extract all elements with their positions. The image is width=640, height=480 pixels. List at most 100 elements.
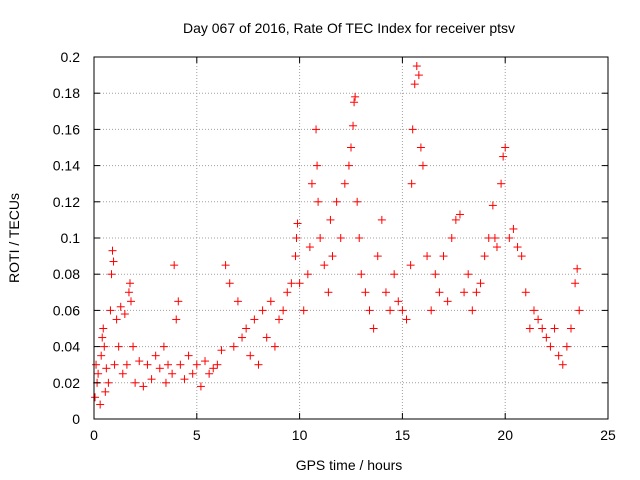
data-point bbox=[550, 324, 559, 333]
data-point bbox=[275, 315, 284, 324]
y-tick-labels: 0 0.02 0.04 0.06 0.08 0.1 0.12 0.14 0.16 0.18 0.2 bbox=[53, 49, 80, 427]
data-point bbox=[151, 351, 160, 360]
data-point bbox=[98, 333, 107, 342]
data-point bbox=[139, 382, 148, 391]
data-point bbox=[418, 161, 427, 170]
data-point bbox=[402, 315, 411, 324]
data-point bbox=[505, 234, 514, 242]
data-point bbox=[529, 306, 538, 315]
data-point bbox=[314, 197, 323, 206]
x-tick-label: 20 bbox=[497, 427, 513, 443]
data-point bbox=[353, 197, 362, 206]
y-tick-label: 0.04 bbox=[53, 339, 80, 355]
data-point bbox=[129, 342, 138, 351]
data-point bbox=[386, 306, 395, 315]
data-point bbox=[180, 375, 189, 384]
data-point bbox=[472, 288, 481, 297]
data-point bbox=[340, 179, 349, 188]
y-tick-label: 0.06 bbox=[53, 302, 80, 318]
data-point bbox=[238, 333, 247, 342]
data-point bbox=[499, 152, 508, 161]
data-point bbox=[101, 387, 110, 396]
data-point bbox=[416, 143, 425, 152]
y-tick-label: 0.2 bbox=[61, 49, 81, 65]
data-point bbox=[361, 288, 370, 297]
data-point bbox=[307, 179, 316, 188]
data-point bbox=[97, 351, 106, 360]
data-point bbox=[447, 234, 456, 242]
data-point bbox=[106, 306, 115, 315]
data-point bbox=[287, 279, 296, 288]
data-point bbox=[291, 252, 300, 261]
data-point bbox=[455, 210, 464, 219]
data-point bbox=[242, 324, 251, 333]
y-tick-label: 0 bbox=[72, 411, 80, 427]
y-tick-label: 0.18 bbox=[53, 85, 80, 101]
data-point bbox=[517, 252, 526, 261]
data-point bbox=[174, 297, 183, 306]
data-point bbox=[365, 306, 374, 315]
data-point bbox=[131, 378, 140, 387]
data-point bbox=[279, 306, 288, 315]
data-point bbox=[349, 121, 358, 130]
data-point bbox=[390, 270, 399, 279]
data-point bbox=[509, 224, 518, 233]
x-tick-label: 0 bbox=[90, 427, 98, 443]
y-tick-label: 0.12 bbox=[53, 194, 80, 210]
data-point bbox=[407, 179, 416, 188]
data-point bbox=[521, 288, 530, 297]
data-point bbox=[147, 375, 156, 384]
data-point bbox=[357, 270, 366, 279]
data-point bbox=[534, 315, 543, 324]
data-point bbox=[464, 270, 473, 279]
data-point bbox=[270, 342, 279, 351]
data-point bbox=[377, 215, 386, 224]
data-point bbox=[525, 324, 534, 333]
data-point bbox=[542, 333, 551, 342]
data-point bbox=[168, 369, 177, 378]
data-point bbox=[488, 201, 497, 210]
data-point bbox=[213, 360, 222, 369]
data-point bbox=[205, 369, 214, 378]
data-point bbox=[246, 351, 255, 360]
data-point bbox=[573, 264, 582, 273]
data-point bbox=[122, 360, 131, 369]
data-point bbox=[109, 257, 118, 266]
data-point bbox=[373, 252, 382, 261]
data-point bbox=[125, 279, 134, 288]
data-point bbox=[293, 219, 302, 228]
data-point bbox=[196, 382, 205, 391]
data-point bbox=[328, 252, 337, 261]
data-point bbox=[351, 92, 360, 101]
data-point bbox=[316, 234, 325, 242]
data-point bbox=[480, 252, 489, 261]
data-point bbox=[355, 234, 364, 242]
data-point bbox=[124, 288, 133, 297]
data-point bbox=[233, 297, 242, 306]
data-point bbox=[229, 342, 238, 351]
data-point bbox=[566, 324, 575, 333]
data-point bbox=[120, 310, 129, 319]
data-point bbox=[410, 80, 419, 89]
data-point bbox=[112, 315, 121, 324]
data-point bbox=[406, 261, 415, 270]
x-tick-label: 10 bbox=[292, 427, 308, 443]
axis-ticks bbox=[93, 56, 609, 420]
data-point bbox=[497, 179, 506, 188]
y-axis-label: ROTI / TECUs bbox=[6, 193, 22, 283]
data-point bbox=[170, 261, 179, 270]
data-point bbox=[412, 62, 421, 71]
data-point bbox=[320, 261, 329, 270]
data-point bbox=[176, 360, 185, 369]
data-point bbox=[431, 270, 440, 279]
data-point bbox=[394, 297, 403, 306]
data-point bbox=[451, 215, 460, 224]
x-tick-label: 5 bbox=[193, 427, 201, 443]
data-point bbox=[217, 346, 226, 355]
data-point bbox=[188, 369, 197, 378]
x-tick-label: 15 bbox=[395, 427, 411, 443]
data-point bbox=[326, 215, 335, 224]
x-tick-label: 25 bbox=[600, 427, 616, 443]
data-point bbox=[155, 364, 164, 373]
